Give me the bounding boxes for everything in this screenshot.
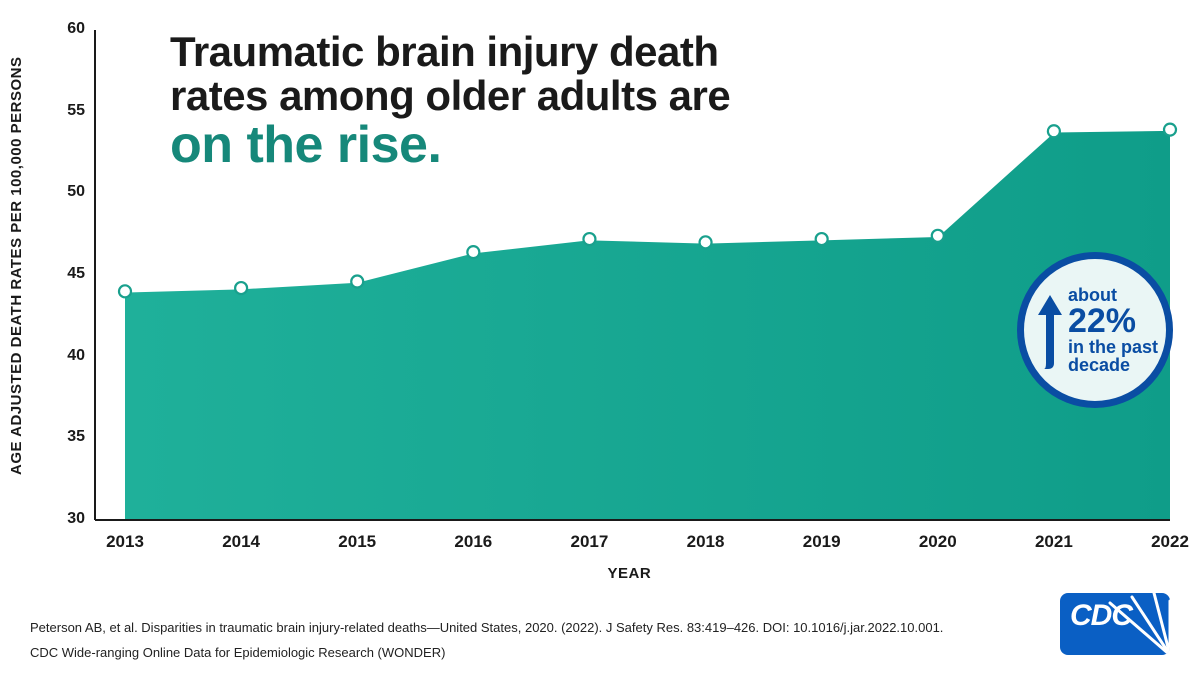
x-tick-label: 2015 (327, 532, 387, 552)
x-tick-label: 2022 (1140, 532, 1200, 552)
cdc-logo: CDC (1060, 593, 1170, 655)
y-tick-label: 40 (45, 347, 85, 365)
up-arrow-icon (1032, 285, 1068, 375)
area-fill (125, 130, 1170, 520)
x-tick-label: 2021 (1024, 532, 1084, 552)
data-marker (119, 285, 131, 297)
callout-badge: about 22% in the past decade (1017, 252, 1173, 408)
citation-2: CDC Wide-ranging Online Data for Epidemi… (30, 645, 445, 660)
data-marker (700, 236, 712, 248)
x-tick-label: 2018 (676, 532, 736, 552)
chart-title: Traumatic brain injury death rates among… (170, 30, 990, 173)
data-marker (932, 230, 944, 242)
y-tick-label: 55 (45, 102, 85, 120)
x-tick-label: 2020 (908, 532, 968, 552)
data-marker (816, 233, 828, 245)
title-line-1: Traumatic brain injury death (170, 30, 990, 74)
title-line-2: rates among older adults are (170, 74, 990, 118)
data-marker (583, 233, 595, 245)
x-axis-label-text: YEAR (608, 565, 652, 582)
cdc-rays-icon (1060, 593, 1170, 655)
x-tick-label: 2017 (559, 532, 619, 552)
y-tick-label: 50 (45, 183, 85, 201)
data-marker (351, 276, 363, 288)
x-tick-label: 2014 (211, 532, 271, 552)
infographic-stage: AGE ADJUSTED DEATH RATES PER 100,000 PER… (0, 0, 1200, 675)
x-tick-label: 2013 (95, 532, 155, 552)
citation-1: Peterson AB, et al. Disparities in traum… (30, 620, 943, 635)
y-tick-label: 30 (45, 510, 85, 528)
data-marker (1164, 124, 1176, 136)
callout-text: about 22% in the past decade (1068, 286, 1158, 374)
y-tick-label: 35 (45, 428, 85, 446)
callout-tail-1: in the past (1068, 338, 1158, 356)
x-axis-label: YEAR (608, 565, 652, 582)
callout-tail-2: decade (1068, 356, 1158, 374)
title-emphasis: on the rise. (170, 118, 990, 173)
data-marker (1048, 125, 1060, 137)
y-tick-label: 45 (45, 265, 85, 283)
x-tick-label: 2019 (792, 532, 852, 552)
x-tick-label: 2016 (443, 532, 503, 552)
data-marker (467, 246, 479, 258)
y-tick-label: 60 (45, 20, 85, 38)
callout-percent: 22% (1068, 304, 1158, 338)
data-marker (235, 282, 247, 294)
